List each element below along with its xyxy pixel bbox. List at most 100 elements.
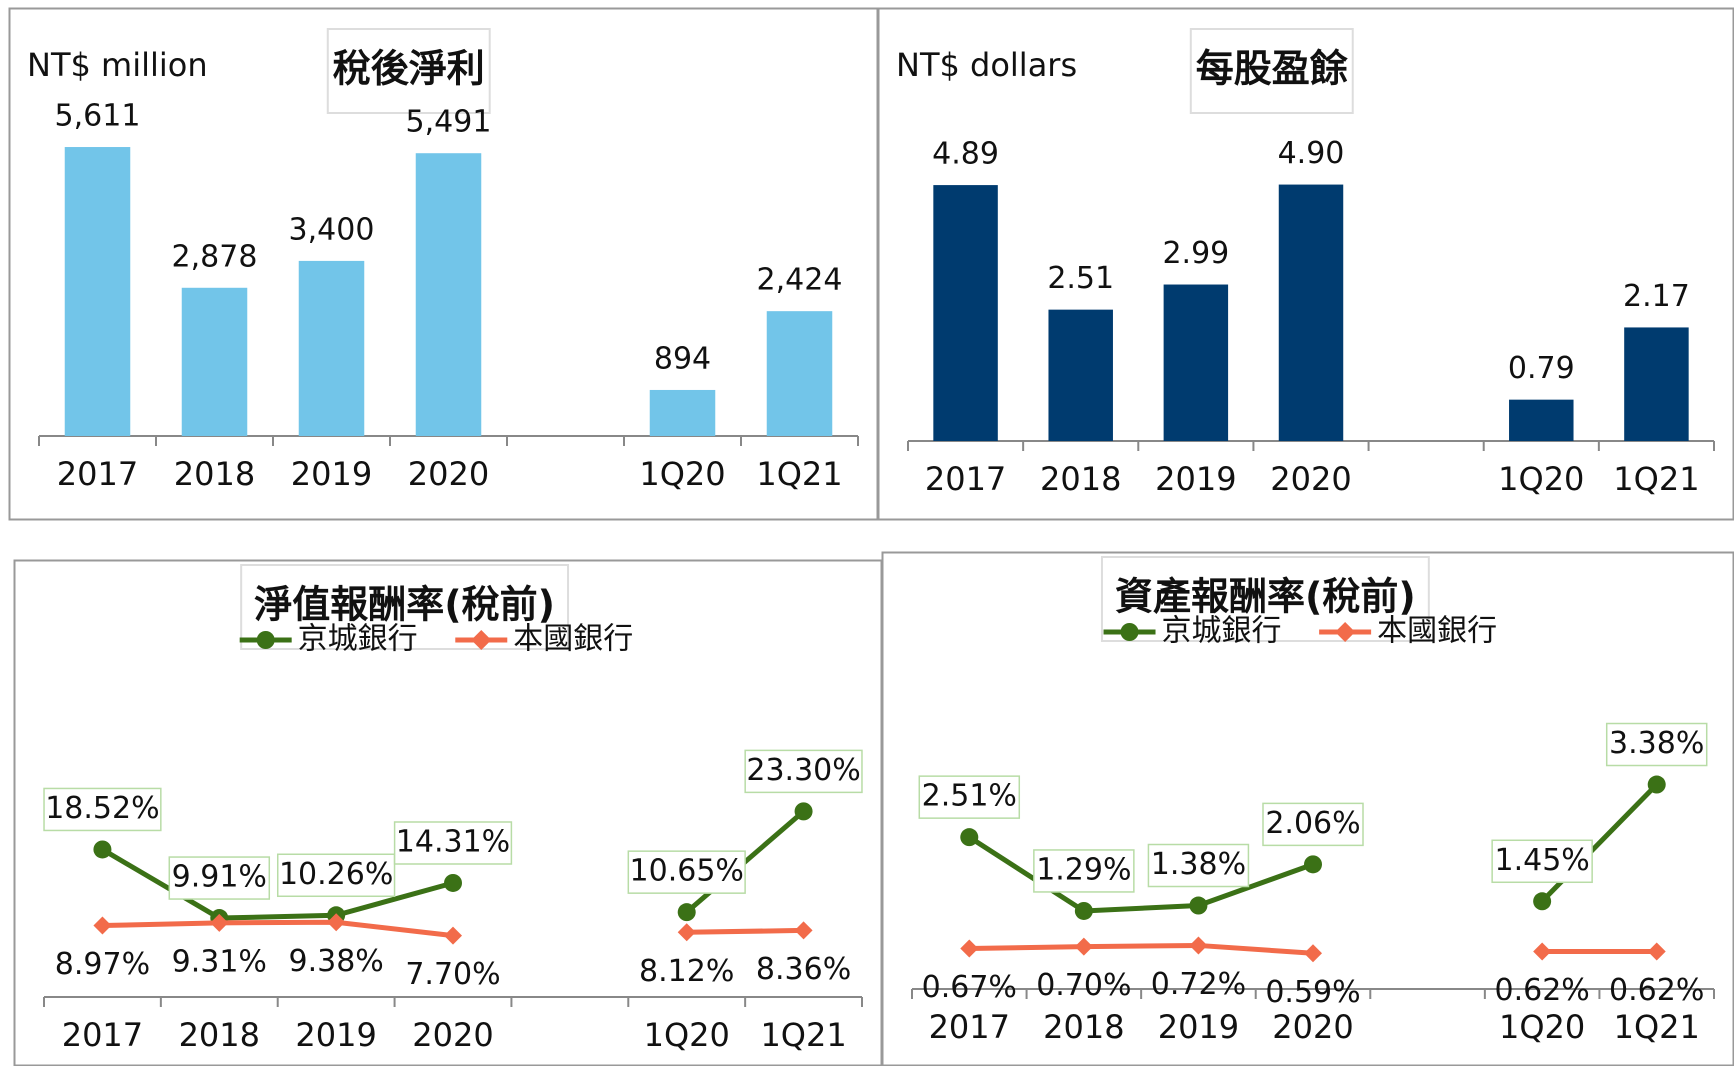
x-tick-label: 2019 bbox=[1158, 1008, 1239, 1046]
data-label: 3.38% bbox=[1609, 726, 1704, 761]
data-label: 1.29% bbox=[1036, 852, 1131, 887]
point bbox=[1074, 937, 1093, 956]
x-tick-label: 2020 bbox=[1272, 1008, 1353, 1046]
series-line bbox=[967, 835, 1314, 914]
data-label: 2.51 bbox=[1047, 261, 1114, 296]
point bbox=[794, 802, 813, 821]
data-label: 3,400 bbox=[289, 212, 375, 247]
point bbox=[327, 913, 346, 932]
data-label: 0.67% bbox=[922, 970, 1017, 1005]
chart-title: 淨值報酬率(稅前) bbox=[254, 583, 555, 627]
data-label: 1.38% bbox=[1151, 847, 1246, 882]
point bbox=[1304, 944, 1322, 963]
bar bbox=[1278, 184, 1344, 442]
title-box bbox=[240, 564, 570, 650]
legend-marker bbox=[256, 631, 275, 649]
chart-panel: 稅後淨利 NT$ million 2017 2018 2019 2020 1Q20 1Q21 5… bbox=[8, 7, 879, 521]
label-box bbox=[744, 749, 863, 794]
x-tick-label: 2017 bbox=[62, 1016, 143, 1054]
label-box bbox=[276, 853, 396, 898]
data-label: 894 bbox=[654, 341, 711, 376]
x-tick-label: 2020 bbox=[412, 1016, 493, 1054]
bar bbox=[1048, 309, 1113, 441]
point bbox=[1304, 855, 1322, 874]
data-label: 10.26% bbox=[279, 857, 393, 892]
label-box bbox=[918, 775, 1021, 819]
x-tick-label: 2020 bbox=[408, 455, 489, 493]
data-label: 0.72% bbox=[1151, 967, 1246, 1002]
legend-marker bbox=[1120, 623, 1139, 641]
series-line bbox=[686, 927, 804, 935]
data-label: 9.91% bbox=[172, 860, 267, 895]
point bbox=[1189, 896, 1208, 915]
label-box bbox=[43, 787, 162, 832]
data-label: 8.97% bbox=[55, 947, 150, 982]
data-label: 7.70% bbox=[405, 957, 500, 992]
legend-label: 本國銀行 bbox=[1377, 614, 1497, 649]
data-label: 23.30% bbox=[746, 753, 860, 788]
point bbox=[960, 828, 979, 847]
chart-panel: 資產報酬率(稅前) 2017 2018 2019 2020 1Q20 1Q21 京城銀行 本國銀… bbox=[881, 551, 1734, 1066]
data-label: 2.17 bbox=[1623, 279, 1690, 314]
legend-marker bbox=[1335, 622, 1356, 642]
x-tick-label: 1Q21 bbox=[760, 1016, 846, 1054]
unit-label: NT$ dollars bbox=[896, 46, 1077, 84]
series-line bbox=[101, 847, 454, 921]
point bbox=[1074, 901, 1093, 920]
legend-marker bbox=[471, 630, 492, 650]
title-box bbox=[326, 28, 491, 114]
legend-label: 本國銀行 bbox=[513, 622, 633, 657]
chart-panel: 淨值報酬率(稅前) 2017 2018 2019 2020 1Q20 1Q21 京城銀行 本國銀… bbox=[13, 559, 883, 1066]
x-tick-label: 2019 bbox=[291, 455, 372, 493]
x-tick-label: 1Q20 bbox=[639, 455, 725, 493]
bar bbox=[64, 147, 131, 436]
point bbox=[677, 903, 696, 922]
legend-label: 京城銀行 bbox=[1162, 614, 1282, 649]
point bbox=[1189, 936, 1208, 955]
unit-label: NT$ million bbox=[27, 46, 208, 84]
data-label: 4.90 bbox=[1278, 136, 1345, 171]
bar bbox=[181, 287, 248, 436]
bar bbox=[415, 153, 482, 436]
title-box bbox=[1189, 28, 1354, 114]
data-label: 2.51% bbox=[922, 779, 1017, 814]
x-tick-label: 2019 bbox=[295, 1016, 376, 1054]
point bbox=[444, 926, 462, 945]
legend-label: 京城銀行 bbox=[298, 622, 418, 657]
x-tick-label: 1Q20 bbox=[644, 1016, 730, 1054]
data-label: 0.59% bbox=[1265, 975, 1360, 1010]
title-box bbox=[1100, 556, 1430, 642]
bar bbox=[298, 260, 365, 436]
label-box bbox=[1262, 802, 1364, 847]
x-tick-label: 2018 bbox=[1043, 1008, 1124, 1046]
x-tick-label: 1Q21 bbox=[756, 455, 842, 493]
x-tick-label: 2018 bbox=[179, 1016, 260, 1054]
point bbox=[444, 873, 462, 892]
data-label: 9.31% bbox=[172, 944, 267, 979]
data-label: 0.70% bbox=[1036, 968, 1131, 1003]
x-tick-label: 2020 bbox=[1270, 460, 1351, 498]
point bbox=[1647, 775, 1666, 794]
data-label: 2,424 bbox=[757, 263, 843, 298]
point bbox=[960, 939, 979, 958]
x-tick-label: 2017 bbox=[57, 455, 138, 493]
point bbox=[93, 840, 112, 859]
point bbox=[1533, 892, 1552, 911]
data-label: 0.79 bbox=[1508, 351, 1575, 386]
series-line bbox=[969, 942, 1314, 956]
chart-panel: 每股盈餘 NT$ dollars 2017 2018 2019 2020 1Q20 1Q21 4… bbox=[877, 7, 1734, 521]
x-tick-label: 2017 bbox=[925, 460, 1006, 498]
label-box bbox=[1147, 843, 1250, 888]
bar bbox=[933, 185, 998, 441]
label-box bbox=[393, 821, 513, 865]
x-tick-label: 1Q20 bbox=[1498, 460, 1584, 498]
data-label: 4.89 bbox=[932, 137, 999, 172]
x-tick-label: 1Q20 bbox=[1499, 1008, 1585, 1046]
x-tick-label: 1Q21 bbox=[1613, 460, 1699, 498]
point bbox=[794, 921, 813, 940]
label-box bbox=[1605, 722, 1708, 767]
point bbox=[1533, 942, 1552, 961]
point bbox=[93, 916, 112, 935]
data-label: 18.52% bbox=[45, 791, 159, 826]
